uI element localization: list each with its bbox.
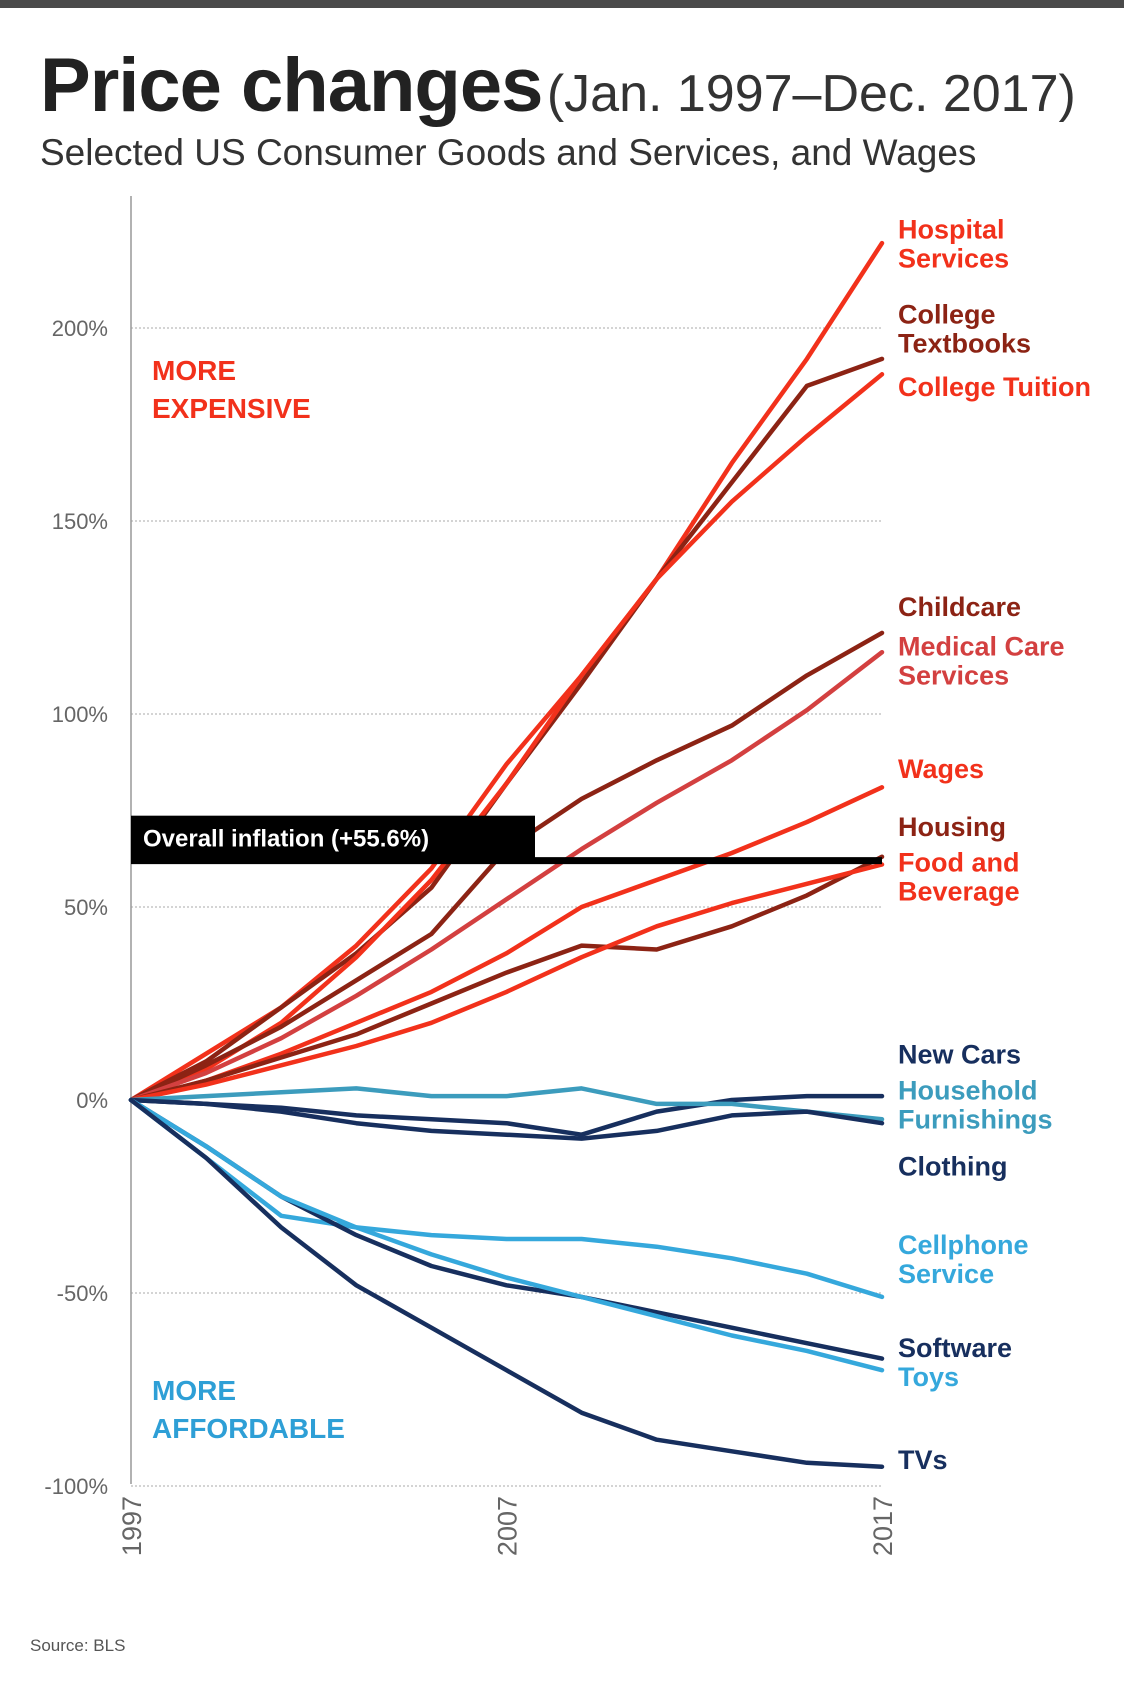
zone-label-more-affordable-line2: AFFORDABLE bbox=[152, 1413, 345, 1444]
zone-label-more-expensive-line1: MORE bbox=[152, 355, 236, 386]
series-line-toys bbox=[128, 1097, 885, 1373]
series-label-hospital-services: Services bbox=[898, 244, 1009, 274]
series-line-housing bbox=[128, 854, 885, 1103]
x-tick-label: 2007 bbox=[493, 1496, 523, 1556]
chart-title: Price changes (Jan. 1997–Dec. 2017) bbox=[40, 42, 1076, 129]
series-label-housing: Housing bbox=[898, 812, 1006, 842]
series-label-clothing: Clothing bbox=[898, 1152, 1007, 1182]
series-label-tvs: TVs bbox=[898, 1445, 948, 1475]
zone-label-more-affordable-line1: MORE bbox=[152, 1375, 236, 1406]
series-label-food-and-beverage: Beverage bbox=[898, 877, 1020, 907]
gridlines: 200% 150% 100% 50% 0% -50% -100% bbox=[44, 316, 882, 1499]
title-dates: (Jan. 1997–Dec. 2017) bbox=[546, 65, 1076, 123]
series-label-medical-care-services: Medical Care bbox=[898, 631, 1065, 661]
series-label-college-textbooks: College bbox=[898, 300, 996, 330]
series-label-cellphone-service: Cellphone bbox=[898, 1230, 1029, 1260]
series-lines bbox=[128, 240, 885, 1469]
series-label-new-cars: New Cars bbox=[898, 1040, 1021, 1070]
x-tick-label: 2017 bbox=[868, 1496, 898, 1556]
top-bar bbox=[0, 0, 1124, 8]
series-line-wages bbox=[128, 785, 885, 1103]
title-main: Price changes bbox=[40, 43, 543, 128]
y-tick-label: -50% bbox=[57, 1281, 108, 1306]
series-line-software bbox=[128, 1097, 885, 1361]
series-label-household-furnishings: Furnishings bbox=[898, 1104, 1053, 1134]
series-line-food-and-beverage bbox=[128, 862, 885, 1103]
series-label-food-and-beverage: Food and bbox=[898, 848, 1019, 878]
y-tick-label: -100% bbox=[44, 1474, 108, 1499]
series-label-cellphone-service: Service bbox=[898, 1259, 994, 1289]
series-label-college-tuition: College Tuition bbox=[898, 372, 1091, 402]
y-tick-label: 150% bbox=[52, 509, 108, 534]
series-label-household-furnishings: Household bbox=[898, 1075, 1038, 1105]
series-line-medical-care-services bbox=[128, 649, 885, 1103]
series-line-tvs bbox=[128, 1097, 885, 1469]
inflation-label-box bbox=[131, 815, 535, 861]
series-line-cellphone-service bbox=[128, 1097, 885, 1300]
y-tick-label: 100% bbox=[52, 702, 108, 727]
y-tick-label: 0% bbox=[76, 1088, 108, 1113]
x-tick-label: 1997 bbox=[117, 1496, 147, 1556]
series-label-hospital-services: Hospital bbox=[898, 215, 1005, 245]
series-labels: HospitalServicesCollegeTextbooksCollege … bbox=[898, 215, 1091, 1475]
series-label-wages: Wages bbox=[898, 754, 984, 784]
series-label-childcare: Childcare bbox=[898, 592, 1021, 622]
y-tick-label: 50% bbox=[64, 895, 108, 920]
series-label-college-textbooks: Textbooks bbox=[898, 329, 1031, 359]
series-label-medical-care-services: Services bbox=[898, 660, 1009, 690]
zone-label-more-expensive-line2: EXPENSIVE bbox=[152, 393, 311, 424]
series-line-new-cars bbox=[128, 1093, 885, 1137]
series-line-household-furnishings bbox=[128, 1086, 885, 1122]
series-label-toys: Toys bbox=[898, 1362, 959, 1392]
inflation-label: Overall inflation (+55.6%) bbox=[143, 826, 429, 853]
chart-subtitle: Selected US Consumer Goods and Services,… bbox=[40, 132, 977, 173]
series-line-clothing bbox=[128, 1097, 885, 1141]
y-tick-label: 200% bbox=[52, 316, 108, 341]
series-label-software: Software bbox=[898, 1333, 1012, 1363]
source-note: Source: BLS bbox=[30, 1636, 126, 1655]
